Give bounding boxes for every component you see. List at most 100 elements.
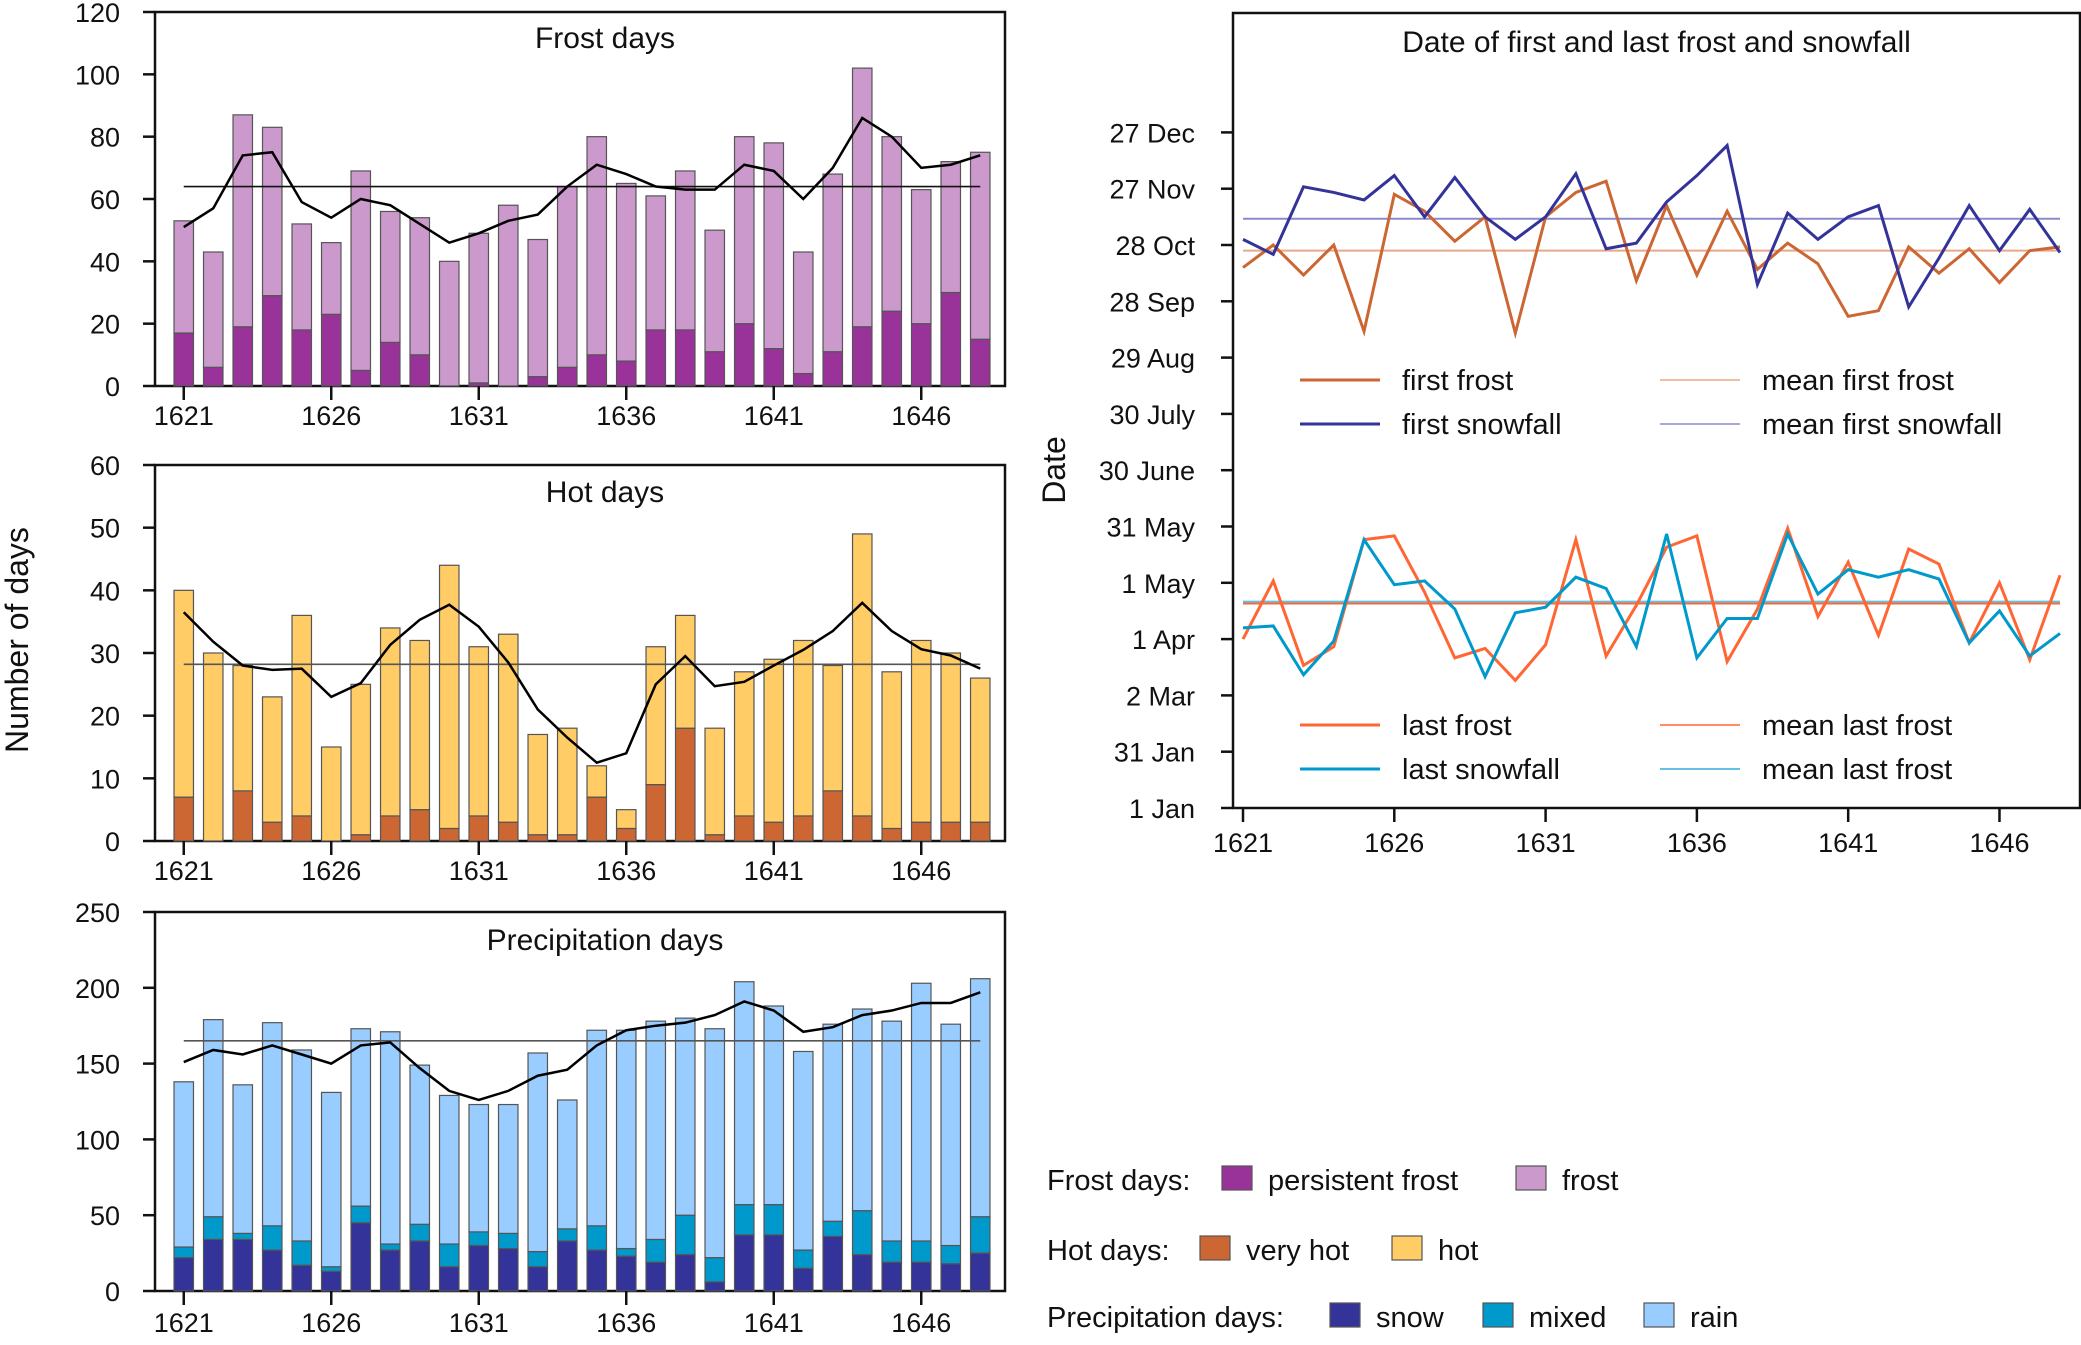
chart-title: Date of first and last frost and snowfal… (1402, 26, 1911, 59)
bar-mixed-1635 (586, 1225, 608, 1251)
bar-very-hot-1639 (704, 834, 726, 842)
legend-swatch-rain (1643, 1302, 1675, 1328)
bar-snow-1642 (792, 1267, 814, 1292)
bar-very-hot-1629 (409, 809, 431, 842)
bar-hot-1645 (881, 671, 903, 830)
bar-very-hot-1635 (586, 796, 608, 842)
bar-frost-1647 (940, 161, 962, 294)
bar-snow-1634 (556, 1240, 578, 1292)
y-tick-label: 80 (90, 123, 120, 153)
x-tick-label: 1626 (301, 856, 361, 886)
bar-hot-1646 (910, 639, 932, 823)
chart-title: Hot days (546, 476, 664, 509)
bar-mixed-1623 (232, 1232, 254, 1241)
bar-rain-1625 (291, 1049, 313, 1242)
bar-hot-1636 (615, 809, 637, 830)
bar-very-hot-1634 (556, 834, 578, 842)
legend-item-label: mixed (1529, 1302, 1606, 1334)
bar-very-hot-1625 (291, 815, 313, 842)
x-tick-label: 1636 (1667, 828, 1727, 858)
bar-snow-1638 (674, 1254, 696, 1292)
bar-rain-1645 (881, 1020, 903, 1242)
bar-rain-1643 (822, 1023, 844, 1222)
legend-item-label: frost (1562, 1165, 1618, 1197)
bar-persistent-frost-1645 (881, 310, 903, 387)
bar-very-hot-1643 (822, 790, 844, 842)
bar-rain-1648 (969, 978, 991, 1218)
y-tick-label: 1 Jan (1129, 794, 1195, 824)
running-mean-line (183, 116, 981, 245)
legend-item-label: rain (1690, 1302, 1738, 1334)
bar-rain-1626 (320, 1091, 342, 1268)
legend-label: first snowfall (1402, 409, 1562, 441)
bar-frost-1621 (173, 220, 195, 334)
x-tick-label: 1636 (596, 856, 656, 886)
legend-label: mean first frost (1762, 365, 1954, 397)
y-tick-label: 10 (90, 764, 120, 794)
x-tick-label: 1621 (154, 856, 214, 886)
bar-snow-1629 (409, 1240, 431, 1292)
bar-persistent-frost-1644 (851, 326, 873, 387)
bar-mixed-1645 (881, 1240, 903, 1263)
legend-swatch-frost (1515, 1165, 1547, 1191)
bar-mixed-1629 (409, 1223, 431, 1242)
legend-group-label: Frost days: (1047, 1165, 1190, 1197)
plot-frame (1231, 11, 2081, 810)
legend-group-label: Hot days: (1047, 1235, 1170, 1267)
bar-snow-1631 (468, 1244, 490, 1292)
bar-hot-1632 (497, 633, 519, 823)
bar-frost-1636 (615, 182, 637, 362)
bar-persistent-frost-1647 (940, 291, 962, 387)
bar-persistent-frost-1627 (350, 369, 372, 387)
running-mean-line (183, 991, 981, 1102)
x-tick-label: 1626 (301, 1308, 361, 1338)
bar-hot-1629 (409, 639, 431, 811)
bar-persistent-frost-1633 (527, 376, 549, 387)
legend-label: mean last frost (1762, 710, 1952, 742)
y-tick-label: 31 Jan (1114, 738, 1195, 768)
bar-snow-1643 (822, 1235, 844, 1292)
x-tick-label: 1631 (1516, 828, 1576, 858)
bar-very-hot-1642 (792, 815, 814, 842)
bar-hot-1622 (202, 652, 224, 842)
bar-hot-1625 (291, 614, 313, 817)
bar-snow-1625 (291, 1264, 313, 1292)
bar-hot-1621 (173, 589, 195, 798)
bar-mixed-1622 (202, 1216, 224, 1241)
bar-snow-1635 (586, 1249, 608, 1292)
y-tick-label: 0 (105, 1277, 120, 1307)
y-tick-label: 30 July (1109, 400, 1195, 430)
bar-mixed-1634 (556, 1228, 578, 1242)
y-tick-label: 100 (75, 60, 120, 90)
chart-title: Precipitation days (487, 924, 724, 957)
bar-persistent-frost-1638 (674, 329, 696, 387)
bar-very-hot-1647 (940, 821, 962, 842)
bar-rain-1639 (704, 1028, 726, 1259)
y-tick-label: 1 May (1121, 569, 1195, 599)
bar-hot-1626 (320, 746, 342, 842)
bar-hot-1635 (586, 765, 608, 798)
bar-very-hot-1633 (527, 834, 549, 842)
bar-rain-1632 (497, 1103, 519, 1234)
bar-frost-1631 (468, 232, 490, 384)
bar-rain-1646 (910, 982, 932, 1242)
bar-hot-1624 (261, 696, 283, 823)
bar-snow-1627 (350, 1222, 372, 1292)
y-tick-label: 40 (90, 576, 120, 606)
bar-very-hot-1646 (910, 821, 932, 842)
bar-frost-1641 (763, 142, 785, 350)
bar-snow-1628 (379, 1249, 401, 1292)
legend-item-label: snow (1376, 1302, 1445, 1334)
bar-rain-1647 (940, 1023, 962, 1247)
y-tick-label: 0 (105, 827, 120, 857)
bar-persistent-frost-1648 (969, 338, 991, 387)
chart-frost: 0 20 40 60 80 100 120 1621 1626 1631 1636 1641 1646 F… (75, 0, 1007, 431)
bar-very-hot-1645 (881, 827, 903, 842)
chart-hot: 0 10 20 30 40 50 60 1621 1626 1631 1636 1641 1646 Hot… (90, 451, 1007, 886)
legend-swatch-hot (1391, 1235, 1423, 1261)
x-tick-label: 1646 (1969, 828, 2029, 858)
bar-hot-1647 (940, 652, 962, 823)
bar-hot-1641 (763, 658, 785, 823)
bar-rain-1638 (674, 1017, 696, 1216)
y-axis-title-number-of-days: Number of days (0, 527, 35, 753)
